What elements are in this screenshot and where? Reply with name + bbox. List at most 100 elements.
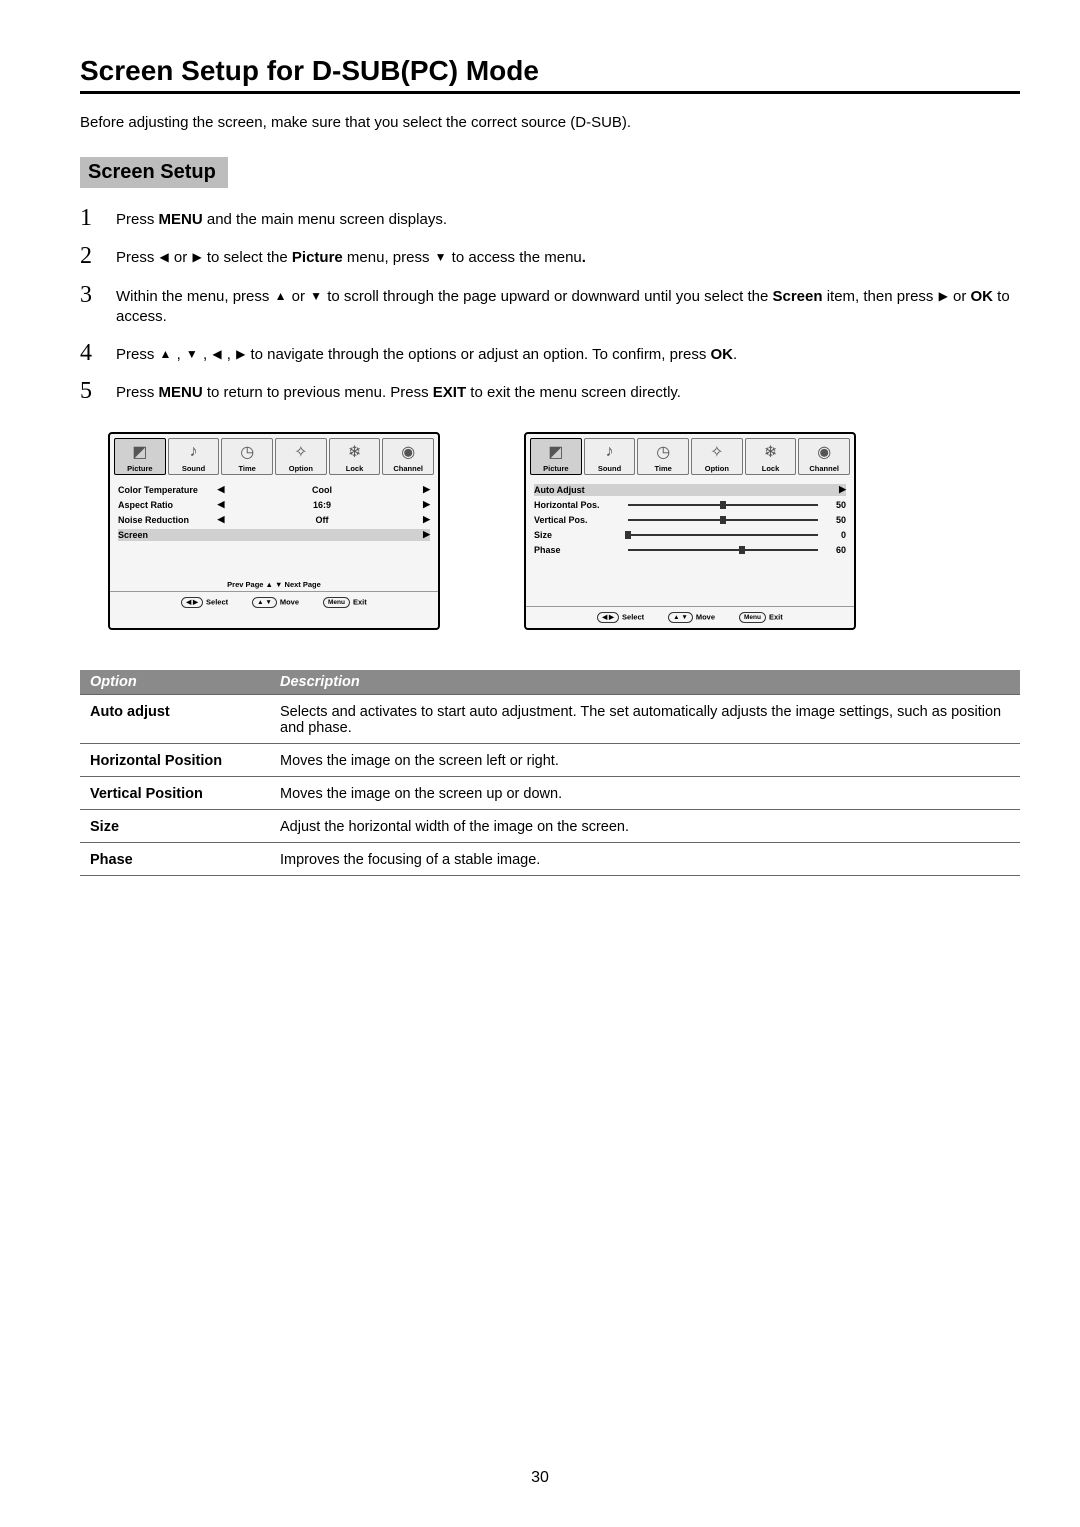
intro-text: Before adjusting the screen, make sure t…: [80, 114, 1020, 131]
option-cell: Phase: [80, 842, 270, 875]
table-row: SizeAdjust the horizontal width of the i…: [80, 809, 1020, 842]
osd-item: Screen ▶: [118, 529, 430, 541]
osd-item: Color Temperature◀Cool▶: [118, 484, 430, 496]
slider-track: [628, 519, 818, 521]
sound-icon: ♪: [169, 441, 219, 463]
osd-tab-label: Picture: [531, 464, 581, 473]
description-cell: Adjust the horizontal width of the image…: [270, 809, 1020, 842]
osd-tab-label: Time: [638, 464, 688, 473]
osd-item: Aspect Ratio◀16:9▶: [118, 499, 430, 511]
option-cell: Auto adjust: [80, 694, 270, 743]
osd-item-label: Vertical Pos.: [534, 515, 622, 525]
step-number: 3: [80, 283, 116, 307]
slider-knob: [625, 531, 631, 539]
osd-tab-sound: ♪Sound: [584, 438, 636, 475]
lock-icon: ❄: [330, 441, 380, 463]
osd-tab-lock: ❄Lock: [745, 438, 797, 475]
osd-footer-button-icon: ◀ ▶: [181, 597, 203, 608]
step-number: 4: [80, 341, 116, 365]
option-cell: Vertical Position: [80, 776, 270, 809]
lock-icon: ❄: [746, 441, 796, 463]
channel-icon: ◉: [799, 441, 849, 463]
osd-footer-hint: ▲ ▼Move: [252, 597, 299, 608]
osd-item-label: Size: [534, 530, 622, 540]
osd-tab-time: ◷Time: [637, 438, 689, 475]
channel-icon: ◉: [383, 441, 433, 463]
left-arrow-icon: ◀: [214, 499, 228, 510]
section-heading: Screen Setup: [80, 157, 228, 188]
step-text: Press ▲ , ▼ , ◀ , ▶ to navigate through …: [116, 341, 737, 365]
slider-knob: [739, 546, 745, 554]
step-text: Within the menu, press ▲ or ▼ to scroll …: [116, 283, 1020, 328]
table-row: PhaseImproves the focusing of a stable i…: [80, 842, 1020, 875]
osd-tab-channel: ◉Channel: [798, 438, 850, 475]
osd-item: Phase60: [534, 544, 846, 556]
osd-tab-lock: ❄Lock: [329, 438, 381, 475]
osd-item-value: Cool: [228, 485, 416, 495]
osd-tab-option: ✧Option: [691, 438, 743, 475]
osd-tab-label: Channel: [799, 464, 849, 473]
osd-footer-hint: ◀ ▶Select: [181, 597, 228, 608]
title-rule: [80, 91, 1020, 94]
osd-tab-label: Lock: [330, 464, 380, 473]
osd-item: Auto Adjust▶: [534, 484, 846, 496]
description-cell: Improves the focusing of a stable image.: [270, 842, 1020, 875]
step: 1Press MENU and the main menu screen dis…: [80, 206, 1020, 230]
osd-tab-picture: ◩Picture: [114, 438, 166, 475]
option-cell: Size: [80, 809, 270, 842]
osd-tab-label: Time: [222, 464, 272, 473]
right-arrow-icon: ▶: [416, 514, 430, 525]
right-arrow-icon: ▶: [416, 484, 430, 495]
steps-list: 1Press MENU and the main menu screen dis…: [80, 206, 1020, 404]
osd-tab-label: Sound: [169, 464, 219, 473]
time-icon: ◷: [638, 441, 688, 463]
right-arrow-icon: ▶: [416, 499, 430, 510]
osd-tab-picture: ◩Picture: [530, 438, 582, 475]
step-text: Press MENU and the main menu screen disp…: [116, 206, 447, 230]
osd-item-value: Off: [228, 515, 416, 525]
table-header-description: Description: [270, 670, 1020, 695]
step-text: Press ◀ or ▶ to select the Picture menu,…: [116, 244, 586, 268]
osd-footer-button-icon: ◀ ▶: [597, 612, 619, 623]
osd-footer-button-icon: Menu: [323, 597, 350, 608]
osd-tab-label: Sound: [585, 464, 635, 473]
step: 5Press MENU to return to previous menu. …: [80, 379, 1020, 403]
picture-icon: ◩: [531, 441, 581, 463]
slider-knob: [720, 516, 726, 524]
osd-screen-submenu: ◩Picture♪Sound◷Time✧Option❄Lock◉Channel …: [524, 432, 856, 630]
description-cell: Moves the image on the screen left or ri…: [270, 743, 1020, 776]
osd-tab-sound: ♪Sound: [168, 438, 220, 475]
osd-item: Noise Reduction◀Off▶: [118, 514, 430, 526]
page-title: Screen Setup for D-SUB(PC) Mode: [80, 55, 1020, 87]
osd-tab-label: Channel: [383, 464, 433, 473]
osd-item-value: 0: [824, 530, 846, 540]
osd-picture-menu: ◩Picture♪Sound◷Time✧Option❄Lock◉Channel …: [108, 432, 440, 630]
osd-item-label: Noise Reduction: [118, 515, 214, 525]
options-description-table: Option Description Auto adjustSelects an…: [80, 670, 1020, 876]
description-cell: Selects and activates to start auto adju…: [270, 694, 1020, 743]
osd-item-value: 16:9: [228, 500, 416, 510]
right-arrow-icon: ▶: [416, 529, 430, 540]
osd-item-label: Screen: [118, 530, 214, 540]
osd-footer-hint: MenuExit: [739, 612, 783, 623]
osd-tab-label: Option: [692, 464, 742, 473]
osd-item-label: Color Temperature: [118, 485, 214, 495]
osd-tab-option: ✧Option: [275, 438, 327, 475]
osd-tab-label: Picture: [115, 464, 165, 473]
step-number: 5: [80, 379, 116, 403]
osd-item-value: 50: [824, 500, 846, 510]
right-arrow-icon: ▶: [824, 484, 846, 495]
time-icon: ◷: [222, 441, 272, 463]
osd-item-value: 60: [824, 545, 846, 555]
osd-item-label: Horizontal Pos.: [534, 500, 622, 510]
osd-item: Size 0: [534, 529, 846, 541]
left-arrow-icon: ◀: [214, 484, 228, 495]
osd-tab-time: ◷Time: [221, 438, 273, 475]
osd-tab-label: Lock: [746, 464, 796, 473]
table-row: Horizontal PositionMoves the image on th…: [80, 743, 1020, 776]
step: 4Press ▲ , ▼ , ◀ , ▶ to navigate through…: [80, 341, 1020, 365]
page-number: 30: [0, 1469, 1080, 1487]
step-text: Press MENU to return to previous menu. P…: [116, 379, 681, 403]
table-row: Auto adjustSelects and activates to star…: [80, 694, 1020, 743]
osd-footer-hint: ◀ ▶Select: [597, 612, 644, 623]
